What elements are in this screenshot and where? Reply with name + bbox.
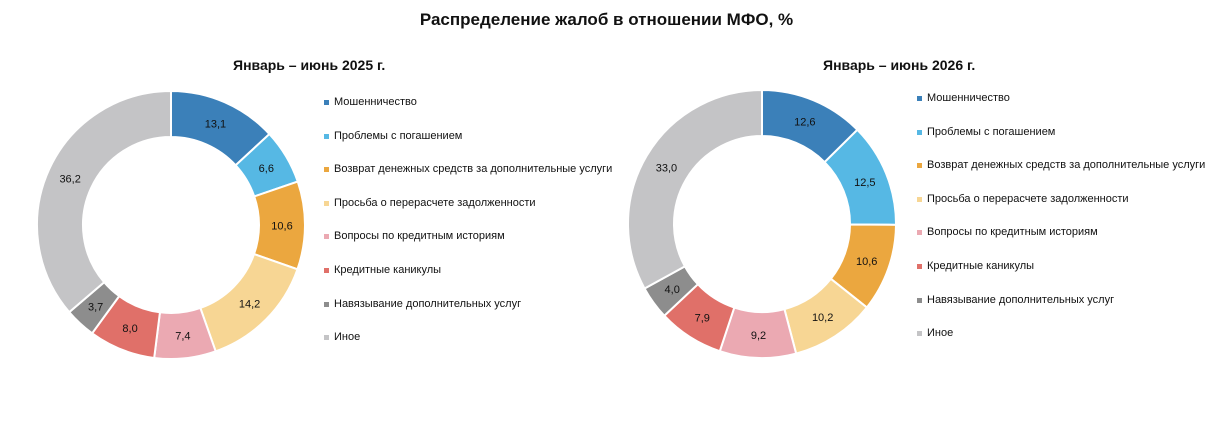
slice-value-label: 10,6 [271, 220, 292, 232]
slice-value-label: 7,4 [175, 330, 190, 342]
legend-swatch [917, 297, 922, 303]
legend-swatch [324, 167, 329, 173]
slice-value-label: 3,7 [88, 302, 103, 314]
slice-value-label: 10,2 [812, 312, 833, 324]
chart-main-title: Распределение жалоб в отношении МФО, % [419, 10, 794, 29]
legend-swatch [324, 133, 329, 139]
donut-slice [36, 89, 172, 314]
legend-item: Мошенничество [917, 92, 1207, 105]
legend-swatch [324, 100, 329, 105]
legend-label: Вопросы по кредитным историям [334, 230, 505, 243]
legend-swatch [917, 196, 922, 202]
chart-panel-2026: Январь – июнь 2026 г. 12,6 12,5 10,6 10,2 9,… [593, 0, 1205, 438]
chart-panel-2025: Январь – июнь 2025 г. 13,1 6,6 10,6 14,2 7,4… [0, 0, 612, 438]
legend-swatch [917, 230, 922, 236]
slice-value-label: 13,1 [205, 118, 226, 130]
donut-chart-2025: 13,1 6,6 10,6 14,2 7,4 8,0 3,7 36,2 [36, 89, 306, 360]
legend-label: Навязывание дополнительных услуг [334, 297, 522, 310]
legend-swatch [917, 331, 922, 337]
legend-item: Вопросы по кредитным историям [917, 226, 1207, 239]
legend-swatch [917, 96, 922, 101]
legend-swatch [917, 163, 922, 169]
legend-item: Кредитные каникулы [917, 260, 1207, 273]
legend-swatch [917, 129, 922, 135]
legend-label: Возврат денежных средств за дополнительн… [927, 159, 1206, 172]
slice-value-label: 8,0 [122, 323, 137, 335]
legend-item: Кредитные каникулы [324, 264, 614, 277]
slice-value-label: 33,0 [656, 162, 677, 174]
legend-item: Вопросы по кредитным историям [324, 230, 614, 243]
legend-label: Просьба о перерасчете задолженности [927, 192, 1129, 205]
legend-label: Возврат денежных средств за дополнительн… [334, 163, 613, 176]
legend-swatch [917, 264, 922, 269]
legend-item: Возврат денежных средств за дополнительн… [324, 163, 614, 176]
slice-value-label: 7,9 [695, 313, 710, 325]
legend-label: Иное [334, 331, 361, 344]
legend-item: Просьба о перерасчете задолженности [324, 197, 614, 210]
legend-item: Навязывание дополнительных услуг [324, 298, 614, 311]
slice-value-label: 12,5 [854, 177, 875, 189]
legend-item: Иное [324, 331, 614, 344]
legend-item: Проблемы с погашением [917, 126, 1207, 139]
legend-swatch [324, 234, 329, 240]
legend-label: Кредитные каникулы [927, 260, 1035, 272]
donut-slice [627, 88, 763, 290]
legend-item: Просьба о перерасчете задолженности [917, 193, 1207, 206]
legend-label: Кредитные каникулы [334, 264, 442, 276]
legend-item: Иное [917, 327, 1207, 340]
slice-value-label: 12,6 [794, 117, 815, 129]
slice-value-label: 36,2 [59, 174, 80, 186]
donut-chart-2026: 12,6 12,5 10,6 10,2 9,2 7,9 4,0 33,0 [627, 88, 898, 359]
legend-label: Проблемы с погашением [334, 129, 463, 142]
slice-value-label: 10,6 [856, 256, 877, 268]
legend-label: Проблемы с погашением [927, 125, 1056, 138]
legend-swatch [324, 268, 329, 273]
chart-title-2026: Январь – июнь 2026 г. [823, 57, 976, 73]
legend-swatch [324, 301, 329, 307]
chart-title-2025: Январь – июнь 2025 г. [233, 57, 386, 73]
legend-label: Навязывание дополнительных услуг [927, 293, 1115, 306]
slice-value-label: 14,2 [239, 298, 260, 310]
legend-item: Навязывание дополнительных услуг [917, 294, 1207, 307]
legend-label: Мошенничество [334, 96, 417, 108]
legend-item: Мошенничество [324, 96, 614, 109]
legend-swatch [324, 200, 329, 206]
legend-swatch [324, 335, 329, 341]
legend-label: Мошенничество [927, 92, 1010, 104]
legend-item: Проблемы с погашением [324, 130, 614, 143]
slice-value-label: 6,6 [259, 163, 274, 175]
legend-label: Вопросы по кредитным историям [927, 226, 1098, 239]
legend-item: Возврат денежных средств за дополнительн… [917, 159, 1207, 172]
slice-value-label: 9,2 [751, 330, 766, 342]
legend-label: Просьба о перерасчете задолженности [334, 196, 536, 209]
slice-value-label: 4,0 [665, 284, 680, 296]
legend-label: Иное [927, 327, 954, 340]
